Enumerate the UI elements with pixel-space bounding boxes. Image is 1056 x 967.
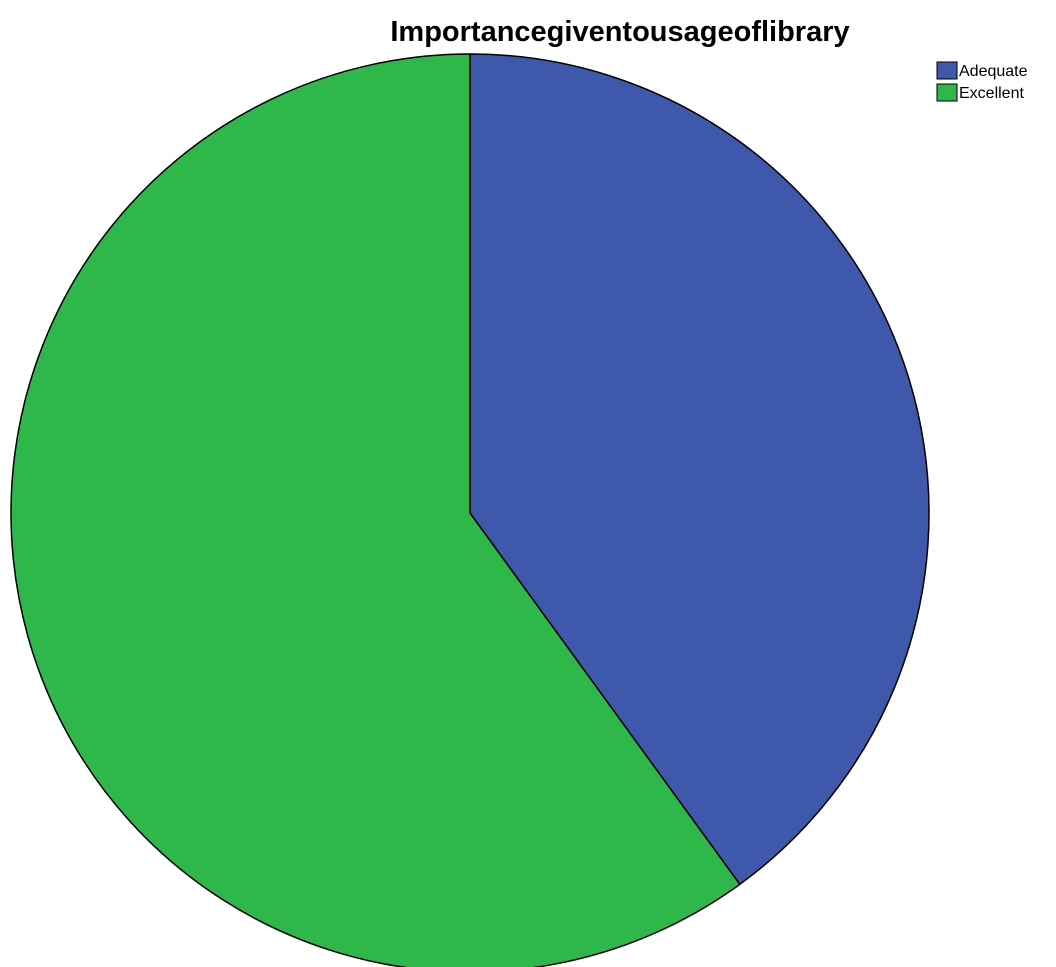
pie-slice-excellent bbox=[10, 53, 741, 967]
legend-swatch-adequate bbox=[936, 61, 958, 80]
legend-label-adequate: Adequate bbox=[959, 63, 1028, 80]
chart-legend: Adequate Excellent bbox=[936, 61, 1028, 102]
legend-swatch-excellent bbox=[936, 83, 958, 102]
chart-title: Importancegiventousageoflibrary bbox=[390, 16, 849, 48]
pie-slices bbox=[10, 53, 930, 967]
legend-label-excellent: Excellent bbox=[959, 85, 1024, 102]
pie-slice-adequate bbox=[469, 53, 930, 886]
